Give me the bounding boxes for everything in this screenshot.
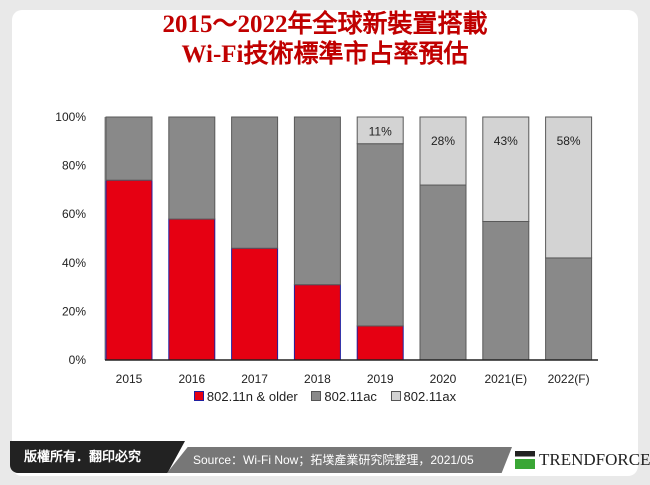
data-label: 11% [369, 124, 392, 138]
legend: 802.11n & older 802.11ac 802.11ax [0, 389, 650, 404]
y-tick-label: 80% [62, 159, 86, 173]
data-label: 43% [494, 134, 518, 148]
legend-item-n: 802.11n & older [193, 389, 298, 404]
bar-segment [105, 179, 153, 361]
y-tick-label: 0% [69, 353, 87, 367]
x-tick-label: 2021(E) [484, 372, 527, 386]
bar-segment [545, 257, 593, 361]
y-tick-label: 60% [62, 207, 86, 221]
y-tick-label: 100% [55, 110, 86, 124]
legend-label: 802.11ax [403, 389, 457, 404]
source-note: Source：Wi-Fi Now；拓墣產業研究院整理，2021/05 [167, 447, 512, 473]
data-label: 58% [557, 134, 581, 148]
bar-segment [293, 116, 341, 286]
x-tick-label: 2018 [304, 372, 331, 386]
x-tick-label: 2020 [430, 372, 457, 386]
bar-segment [168, 116, 216, 220]
legend-item-ax: 802.11ax [390, 389, 457, 404]
y-tick-label: 40% [62, 256, 86, 270]
stacked-bar-chart: 0% 20% 40% 60% 80% 100% 2015 2016 2017 2018 11% 201… [55, 110, 598, 386]
bar-segment [168, 218, 216, 361]
trendforce-logo: TRENDFORCE [515, 446, 650, 474]
copyright-notice: 版權所有．翻印必究 [10, 441, 185, 473]
x-tick-label: 2015 [116, 372, 143, 386]
y-tick-label: 20% [62, 304, 86, 318]
bar-segment [482, 220, 530, 361]
x-tick-label: 2016 [178, 372, 205, 386]
bar-segment [293, 284, 341, 361]
bar-segment [356, 143, 404, 327]
bar-segment [545, 116, 593, 259]
title-line-1: 2015～2022年全球新裝置搭載 [162, 11, 488, 38]
bar-segment [105, 116, 153, 181]
bar-segment [419, 184, 467, 361]
x-tick-label: 2019 [367, 372, 394, 386]
legend-label: 802.11n & older [206, 389, 298, 404]
legend-item-ac: 802.11ac [311, 389, 377, 404]
logo-text: TRENDFORCE [539, 450, 650, 469]
bar-segment [482, 116, 530, 222]
title-line-2: Wi-Fi技術標準市占率預估 [181, 41, 469, 68]
chart-title: 2015～2022年全球新裝置搭載 Wi-Fi技術標準市占率預估 [0, 10, 650, 70]
legend-label: 802.11ac [324, 389, 377, 404]
x-tick-label: 2017 [241, 372, 268, 386]
data-label: 28% [431, 134, 455, 148]
bar-segment [356, 116, 404, 145]
logo-mark-icon [515, 451, 535, 469]
bar-segment [231, 116, 279, 249]
bar-segment [231, 247, 279, 361]
bar-segment [356, 325, 404, 361]
bar-segment [419, 116, 467, 186]
x-tick-label: 2022(F) [548, 372, 590, 386]
